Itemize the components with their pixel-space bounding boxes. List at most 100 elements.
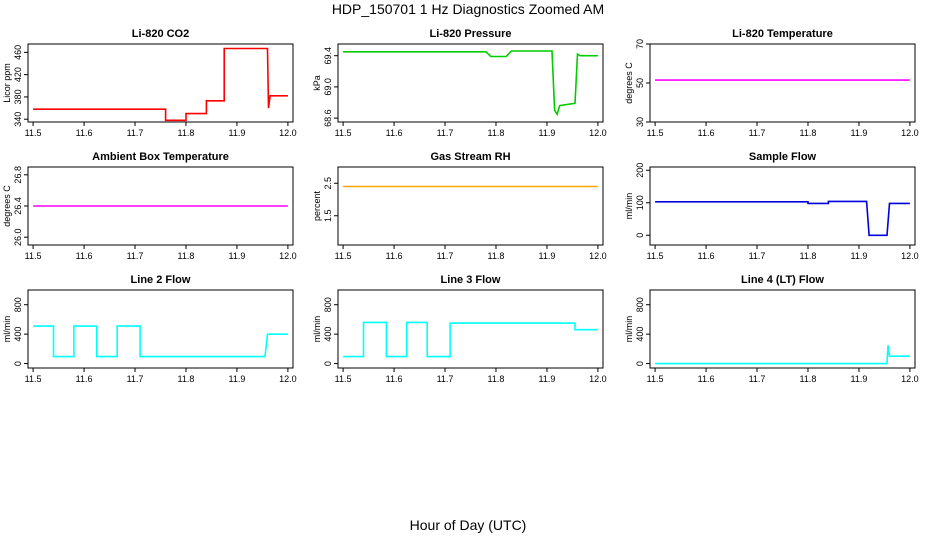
panel-3: Li-820 Temperature 11.5 11.6 11.7 11.8 11.9 12… [624, 28, 919, 138]
y-axis-label: ml/min [312, 316, 322, 343]
y-tick-label: 26.0 [13, 228, 23, 246]
y-tick-label: 69.4 [323, 47, 333, 65]
x-tick-label: 12.0 [589, 374, 607, 384]
plot-frame [337, 43, 604, 123]
x-tick-label: 11.9 [851, 128, 868, 138]
y-tick-label: 400 [13, 327, 23, 342]
x-tick-label: 11.8 [488, 128, 505, 138]
x-tick-label: 11.6 [698, 128, 715, 138]
x-axis-title: Hour of Day (UTC) [409, 517, 527, 533]
panel-2: Li-820 Pressure 11.5 11.6 11.7 11.8 11.9 12.0 6… [312, 28, 607, 138]
series-line [655, 345, 910, 365]
x-tick-label: 11.8 [488, 251, 505, 261]
series-line [33, 325, 288, 358]
x-tick-label: 11.6 [698, 374, 715, 384]
plot-frame [649, 43, 916, 123]
panel-4: Ambient Box Temperature 11.5 11.6 11.7 11.8 1… [2, 151, 297, 261]
x-tick-label: 11.8 [178, 374, 195, 384]
panel-title: Li-820 Pressure [430, 28, 512, 40]
x-tick-label: 11.8 [488, 374, 505, 384]
plot-frame [27, 43, 294, 123]
x-tick-label: 11.5 [25, 251, 42, 261]
y-axis-label: kPa [312, 75, 322, 91]
y-tick-label: 420 [13, 67, 23, 82]
x-tick-label: 12.0 [901, 251, 919, 261]
series-line [655, 200, 910, 237]
x-tick-label: 11.7 [437, 251, 454, 261]
x-tick-label: 11.8 [800, 251, 817, 261]
y-axis-label: ml/min [624, 193, 634, 220]
y-tick-label: 68.6 [323, 109, 333, 127]
panel-5: Gas Stream RH 11.5 11.6 11.7 11.8 11.9 12.0 1.5… [312, 151, 607, 261]
y-axis-label: degrees C [2, 185, 12, 227]
y-tick-label: 400 [323, 327, 333, 342]
x-tick-label: 11.7 [749, 251, 766, 261]
x-tick-label: 11.5 [647, 128, 664, 138]
x-tick-label: 11.5 [25, 374, 42, 384]
x-tick-label: 11.9 [539, 128, 556, 138]
x-tick-label: 11.9 [229, 128, 246, 138]
y-tick-label: 0 [635, 233, 645, 238]
x-tick-label: 11.5 [335, 251, 352, 261]
x-tick-label: 11.7 [749, 374, 766, 384]
x-tick-label: 11.5 [25, 128, 42, 138]
x-tick-label: 11.9 [229, 374, 246, 384]
x-tick-label: 12.0 [279, 374, 297, 384]
x-tick-label: 12.0 [901, 374, 919, 384]
x-tick-label: 11.9 [851, 374, 868, 384]
x-tick-label: 11.6 [76, 128, 93, 138]
x-tick-label: 11.6 [386, 374, 403, 384]
y-tick-label: 1.5 [323, 209, 333, 222]
x-tick-label: 12.0 [901, 128, 919, 138]
x-tick-label: 11.6 [386, 128, 403, 138]
x-tick-label: 11.5 [335, 128, 352, 138]
series-line [343, 50, 598, 117]
y-tick-label: 0 [323, 361, 333, 366]
panel-title: Line 4 (LT) Flow [741, 274, 824, 286]
y-tick-label: 460 [13, 45, 23, 60]
y-tick-label: 0 [635, 361, 645, 366]
x-tick-label: 11.9 [539, 251, 556, 261]
y-tick-label: 50 [635, 78, 645, 88]
series-line [33, 47, 288, 122]
x-tick-label: 11.6 [76, 251, 93, 261]
x-tick-label: 11.5 [647, 251, 664, 261]
y-tick-label: 2.5 [323, 177, 333, 190]
y-tick-label: 800 [13, 297, 23, 312]
panel-1: Li-820 CO2 11.5 11.6 11.7 11.8 11.9 12.0 340 380… [2, 28, 297, 138]
panel-8: Line 3 Flow 11.5 11.6 11.7 11.8 11.9 12.0 0 400 8… [312, 274, 607, 384]
x-tick-label: 11.9 [229, 251, 246, 261]
x-tick-label: 11.5 [335, 374, 352, 384]
y-tick-label: 70 [635, 39, 645, 49]
y-axis-label: percent [312, 190, 322, 221]
x-tick-label: 11.7 [127, 374, 144, 384]
x-tick-label: 11.8 [178, 251, 195, 261]
plot-frame [337, 289, 604, 369]
x-tick-label: 12.0 [279, 251, 297, 261]
x-tick-label: 11.9 [539, 374, 556, 384]
x-tick-label: 11.5 [647, 374, 664, 384]
y-axis-label: Licor ppm [2, 63, 12, 103]
y-tick-label: 26.4 [13, 197, 23, 215]
x-tick-label: 11.7 [127, 251, 144, 261]
panel-title: Li-820 Temperature [732, 28, 833, 40]
x-tick-label: 12.0 [589, 251, 607, 261]
x-tick-label: 11.7 [437, 374, 454, 384]
panel-title: Sample Flow [749, 151, 817, 163]
plot-frame [649, 289, 916, 369]
y-tick-label: 800 [323, 297, 333, 312]
plot-frame [649, 166, 916, 246]
series-line [343, 321, 598, 358]
y-tick-label: 30 [635, 117, 645, 127]
x-tick-label: 11.8 [178, 128, 195, 138]
panel-title: Line 3 Flow [441, 274, 501, 286]
plot-frame [27, 289, 294, 369]
y-tick-label: 380 [13, 89, 23, 104]
x-tick-label: 11.7 [749, 128, 766, 138]
x-tick-label: 11.8 [800, 128, 817, 138]
x-tick-label: 12.0 [589, 128, 607, 138]
panel-9: Line 4 (LT) Flow 11.5 11.6 11.7 11.8 11.9 12.0… [624, 274, 919, 384]
y-tick-label: 800 [635, 297, 645, 312]
panel-title: Line 2 Flow [131, 274, 191, 286]
